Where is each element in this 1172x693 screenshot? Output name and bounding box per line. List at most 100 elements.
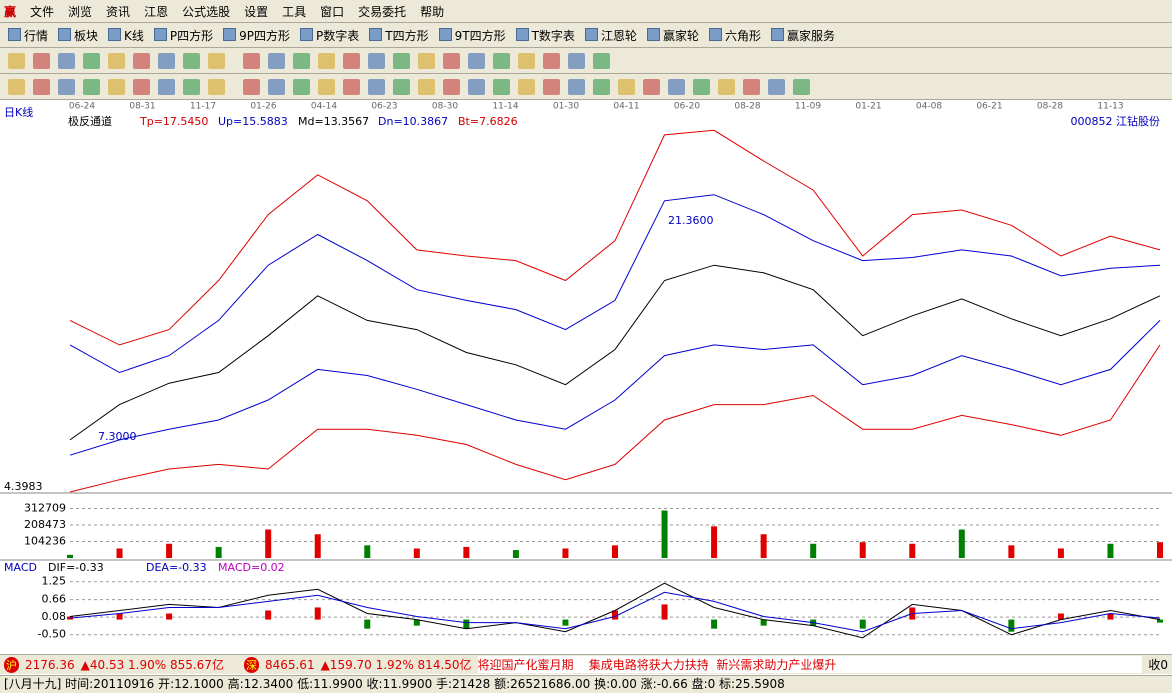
menu-item[interactable]: 资讯 [106,4,131,19]
tool-icon[interactable] [543,53,560,69]
tool-icon[interactable] [368,79,385,95]
tool-icon[interactable] [368,53,385,69]
tool-icon[interactable] [83,53,100,69]
tool-icon[interactable] [108,53,125,69]
tool-icon[interactable] [468,79,485,95]
toolbar-button[interactable]: 六角形 [708,27,761,44]
tool-icon[interactable] [593,53,610,69]
tool-icon[interactable] [208,53,225,69]
menu-item[interactable]: 工具 [282,4,307,19]
tool-icon[interactable] [443,53,460,69]
tool-icon[interactable] [493,79,510,95]
tool-icon[interactable] [8,53,25,69]
tool-icon[interactable] [33,53,50,69]
tool-icon[interactable] [318,79,335,95]
menu-item[interactable]: 文件 [30,4,55,19]
toolbar-button[interactable]: P四方形 [153,27,213,44]
volume-bar [314,534,321,558]
tool-icon[interactable] [183,79,200,95]
tool-icon[interactable] [268,79,285,95]
menu-item[interactable]: 江恩 [144,4,169,19]
volume-bar [364,545,371,558]
toolbar-button[interactable]: T数字表 [515,27,575,44]
macd-label: MACD=0.02 [218,561,285,574]
tool-icon[interactable] [158,53,175,69]
tool-icon[interactable] [493,53,510,69]
tool-icon[interactable] [593,79,610,95]
y-tick-label: -0.50 [38,628,66,641]
tool-icon[interactable] [33,79,50,95]
tool-icon[interactable] [293,79,310,95]
tool-icon[interactable] [293,53,310,69]
tool-icon[interactable] [108,79,125,95]
date-label: 08-31 [129,102,155,112]
tool-icon[interactable] [343,79,360,95]
tool-icon[interactable] [418,79,435,95]
tool-icon[interactable] [743,79,760,95]
tool-icon[interactable] [133,53,150,69]
toolbar-button[interactable]: 行情 [8,27,48,44]
tool-icon[interactable] [443,79,460,95]
menu-item[interactable]: 窗口 [320,4,345,19]
tool-icon[interactable] [768,79,785,95]
tool-icon[interactable] [568,53,585,69]
macd-bar [314,607,321,620]
tool-icon[interactable] [183,53,200,69]
news-ticker[interactable]: 将迎国产化蜜月期 集成电路将获大力扶持 新兴需求助力产业爆升 [477,656,1143,673]
tool-icon[interactable] [158,79,175,95]
macd-bar [1107,613,1114,620]
tool-icon[interactable] [643,79,660,95]
tool-icon[interactable] [718,79,735,95]
tool-icon[interactable] [693,79,710,95]
tool-icon[interactable] [793,79,810,95]
tool-icon[interactable] [518,53,535,69]
toolbar-button[interactable]: 江恩轮 [584,27,637,44]
tool-icon[interactable] [268,53,285,69]
menu-item[interactable]: 公式选股 [182,4,231,19]
tool-icon[interactable] [568,79,585,95]
date-label: 06-20 [674,102,700,112]
menu-item[interactable]: 设置 [244,4,269,19]
toolbar-button[interactable]: K线 [108,27,144,44]
macd-bar [661,604,668,620]
toolbar-button[interactable]: P数字表 [300,27,359,44]
date-label: 01-21 [855,102,881,112]
toolbar-button[interactable]: 赢家服务 [770,27,835,44]
menu-item[interactable]: 帮助 [420,4,445,19]
date-label: 08-30 [432,102,458,112]
band-line [69,194,1161,374]
tool-icon[interactable] [343,53,360,69]
toolbar-button[interactable]: 9P四方形 [223,27,290,44]
tool-icon[interactable] [393,53,410,69]
volume-bar [1008,545,1015,558]
tool-icon[interactable] [83,79,100,95]
tool-icon[interactable] [518,79,535,95]
tool-icon[interactable] [393,79,410,95]
macd-bar [711,619,718,629]
tool-icon[interactable] [618,79,635,95]
tool-icon[interactable] [208,79,225,95]
tool-icon[interactable] [58,79,75,95]
tool-icons [0,48,1172,74]
date-strip [0,100,1172,112]
tool-icon[interactable] [133,79,150,95]
toolbar-button[interactable]: 9T四方形 [438,27,506,44]
volume-bar [661,510,668,558]
tool-icon[interactable] [668,79,685,95]
tool-icon[interactable] [543,79,560,95]
toolbar-button[interactable]: 赢家轮 [646,27,699,44]
toolbar-button[interactable]: T四方形 [369,27,429,44]
tool-icon[interactable] [318,53,335,69]
toolbar-button[interactable]: 板块 [58,27,98,44]
menu-item[interactable]: 浏览 [68,4,93,19]
menu-item[interactable]: 交易委托 [358,4,407,19]
tool-icon[interactable] [243,79,260,95]
tool-icon[interactable] [58,53,75,69]
volume-bar [1107,543,1114,558]
volume-bar [166,543,173,558]
tool-icon[interactable] [243,53,260,69]
tool-icon[interactable] [418,53,435,69]
y-tick-label: 208473 [24,518,66,531]
tool-icon[interactable] [468,53,485,69]
tool-icon[interactable] [8,79,25,95]
